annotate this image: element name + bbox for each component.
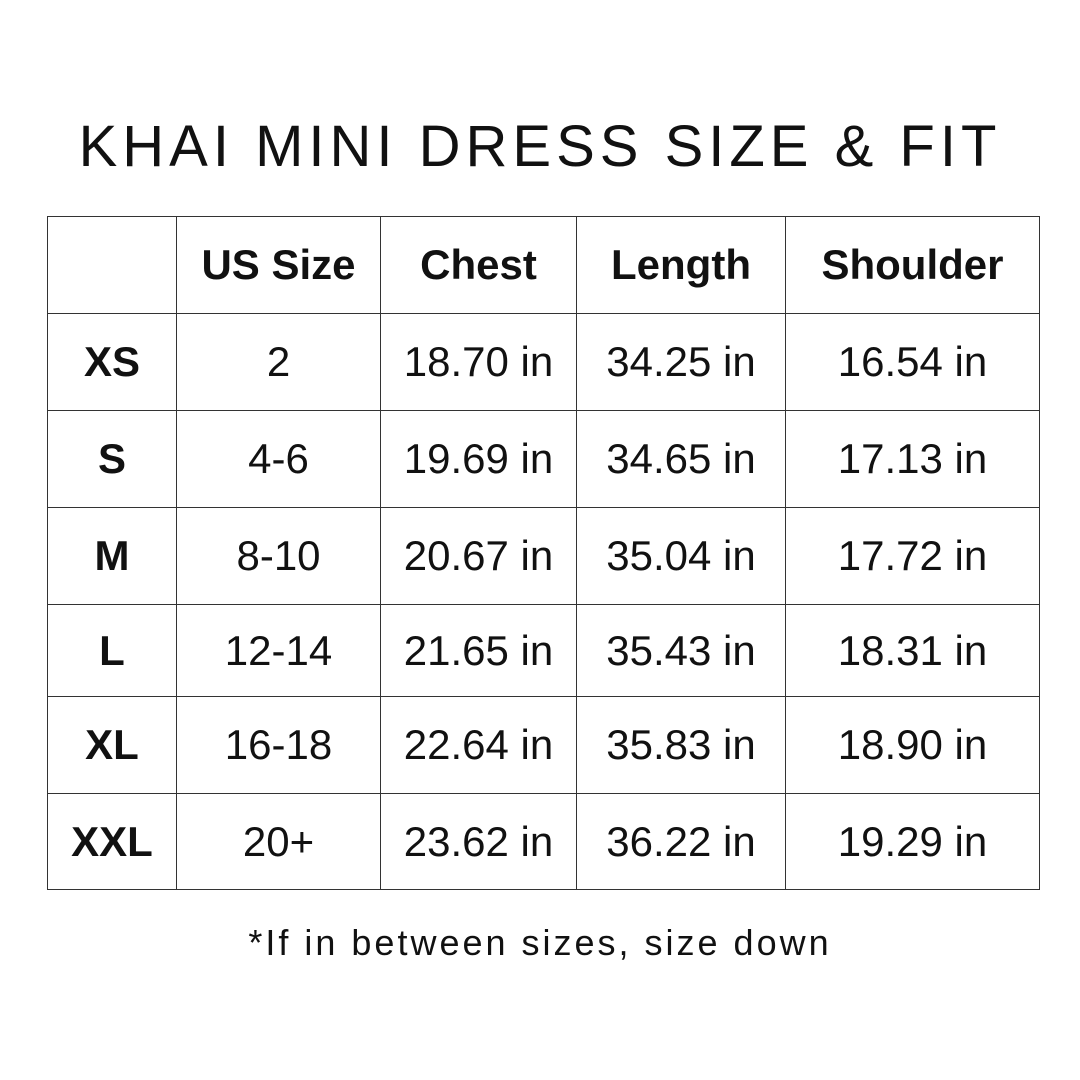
measurement-cell: 35.83 in bbox=[576, 696, 786, 794]
measurement-cell: 20+ bbox=[176, 793, 381, 890]
measurement-cell: 16.54 in bbox=[785, 313, 1040, 411]
size-label: L bbox=[47, 604, 177, 697]
header-cell: Shoulder bbox=[785, 216, 1040, 314]
measurement-cell: 12-14 bbox=[176, 604, 381, 697]
measurement-cell: 35.43 in bbox=[576, 604, 786, 697]
size-label: XXL bbox=[47, 793, 177, 890]
measurement-cell: 18.70 in bbox=[380, 313, 577, 411]
measurement-cell: 34.25 in bbox=[576, 313, 786, 411]
header-cell: US Size bbox=[176, 216, 381, 314]
table-row: S 4-6 19.69 in 34.65 in 17.13 in bbox=[47, 410, 1040, 508]
table-row: L 12-14 21.65 in 35.43 in 18.31 in bbox=[47, 604, 1040, 697]
size-label: S bbox=[47, 410, 177, 508]
size-label: XL bbox=[47, 696, 177, 794]
measurement-cell: 34.65 in bbox=[576, 410, 786, 508]
table-row: XXL 20+ 23.62 in 36.22 in 19.29 in bbox=[47, 793, 1040, 890]
measurement-cell: 20.67 in bbox=[380, 507, 577, 605]
header-cell bbox=[47, 216, 177, 314]
fit-note: *If in between sizes, size down bbox=[248, 922, 832, 963]
measurement-cell: 35.04 in bbox=[576, 507, 786, 605]
page-title: KHAI MINI DRESS SIZE & FIT bbox=[78, 114, 1002, 179]
table-row: M 8-10 20.67 in 35.04 in 17.72 in bbox=[47, 507, 1040, 605]
measurement-cell: 22.64 in bbox=[380, 696, 577, 794]
measurement-cell: 18.90 in bbox=[785, 696, 1040, 794]
measurement-cell: 17.13 in bbox=[785, 410, 1040, 508]
header-row: US Size Chest Length Shoulder bbox=[47, 216, 1040, 314]
measurement-cell: 2 bbox=[176, 313, 381, 411]
measurement-cell: 19.29 in bbox=[785, 793, 1040, 890]
measurement-cell: 8-10 bbox=[176, 507, 381, 605]
measurement-cell: 21.65 in bbox=[380, 604, 577, 697]
measurement-cell: 18.31 in bbox=[785, 604, 1040, 697]
table-row: XL 16-18 22.64 in 35.83 in 18.90 in bbox=[47, 696, 1040, 794]
header-cell: Length bbox=[576, 216, 786, 314]
measurement-cell: 19.69 in bbox=[380, 410, 577, 508]
measurement-cell: 36.22 in bbox=[576, 793, 786, 890]
measurement-cell: 4-6 bbox=[176, 410, 381, 508]
size-label: XS bbox=[47, 313, 177, 411]
size-table: US Size Chest Length Shoulder XS 2 18.70 i… bbox=[47, 216, 1040, 890]
table-row: XS 2 18.70 in 34.25 in 16.54 in bbox=[47, 313, 1040, 411]
measurement-cell: 16-18 bbox=[176, 696, 381, 794]
header-cell: Chest bbox=[380, 216, 577, 314]
size-label: M bbox=[47, 507, 177, 605]
measurement-cell: 17.72 in bbox=[785, 507, 1040, 605]
measurement-cell: 23.62 in bbox=[380, 793, 577, 890]
